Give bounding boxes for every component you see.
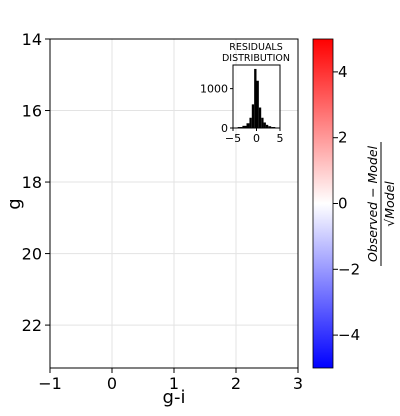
colorbar-tick-label: 4 [338,63,348,81]
y-tick-label: 22 [22,316,42,335]
colorbar-label: Observed − Model √Model [365,142,397,266]
colorbar-tick-label: 2 [338,129,348,147]
x-tick-label: 3 [293,374,303,393]
inset-y-tick-label: 0 [221,122,228,135]
y-tick-label: 14 [22,30,42,49]
inset-y-tick-label: 1000 [200,83,228,96]
inset-bar [261,117,264,128]
colorbar-label-numerator: Observed − Model [365,145,380,262]
y-tick-label: 18 [22,173,42,192]
inset-bar [265,124,269,128]
inset-x-tick-label: 0 [253,132,260,145]
x-tick-label: −1 [38,374,62,393]
inset-bar [246,123,250,128]
colorbar-label-denominator: √Model [382,181,397,227]
inset-x-tick-label: 5 [277,132,284,145]
colorbar-tick-label: −4 [338,326,360,344]
colorbar: −4 −2 0 2 4 Observed − Model √Model [312,38,397,369]
inset-title-line-1: RESIDUALS [229,42,283,53]
colorbar-tick-label: 0 [338,195,348,213]
inset-bar [268,126,272,128]
x-tick-label: 0 [107,374,117,393]
inset-bar [251,104,255,128]
y-axis-ticks: 14 16 18 20 22 [22,30,50,335]
inset-bar [256,80,259,128]
inset-y-ticks: 0 1000 [200,83,233,135]
inset-x-tick-label: −5 [225,132,241,145]
inset-bar [242,125,247,128]
x-axis-ticks: −1 0 1 2 3 [38,368,303,393]
x-tick-label: 1 [169,374,179,393]
inset-bar [254,68,257,128]
y-axis-label: g [4,198,25,209]
x-tick-label: 2 [231,374,241,393]
inset-bar [249,117,252,128]
y-tick-label: 20 [22,245,42,264]
x-axis-label: g-i [163,387,186,408]
y-tick-label: 16 [22,102,42,121]
inset-bar [258,107,262,128]
colorbar-tick-label: −2 [338,260,360,278]
inset-bar [263,122,266,128]
inset-x-ticks: −5 0 5 [225,128,284,145]
inset-title-line-2: DISTRIBUTION [222,53,290,64]
colorbar-bar [312,38,334,369]
colorbar-ticks: −4 −2 0 2 4 [333,63,360,344]
